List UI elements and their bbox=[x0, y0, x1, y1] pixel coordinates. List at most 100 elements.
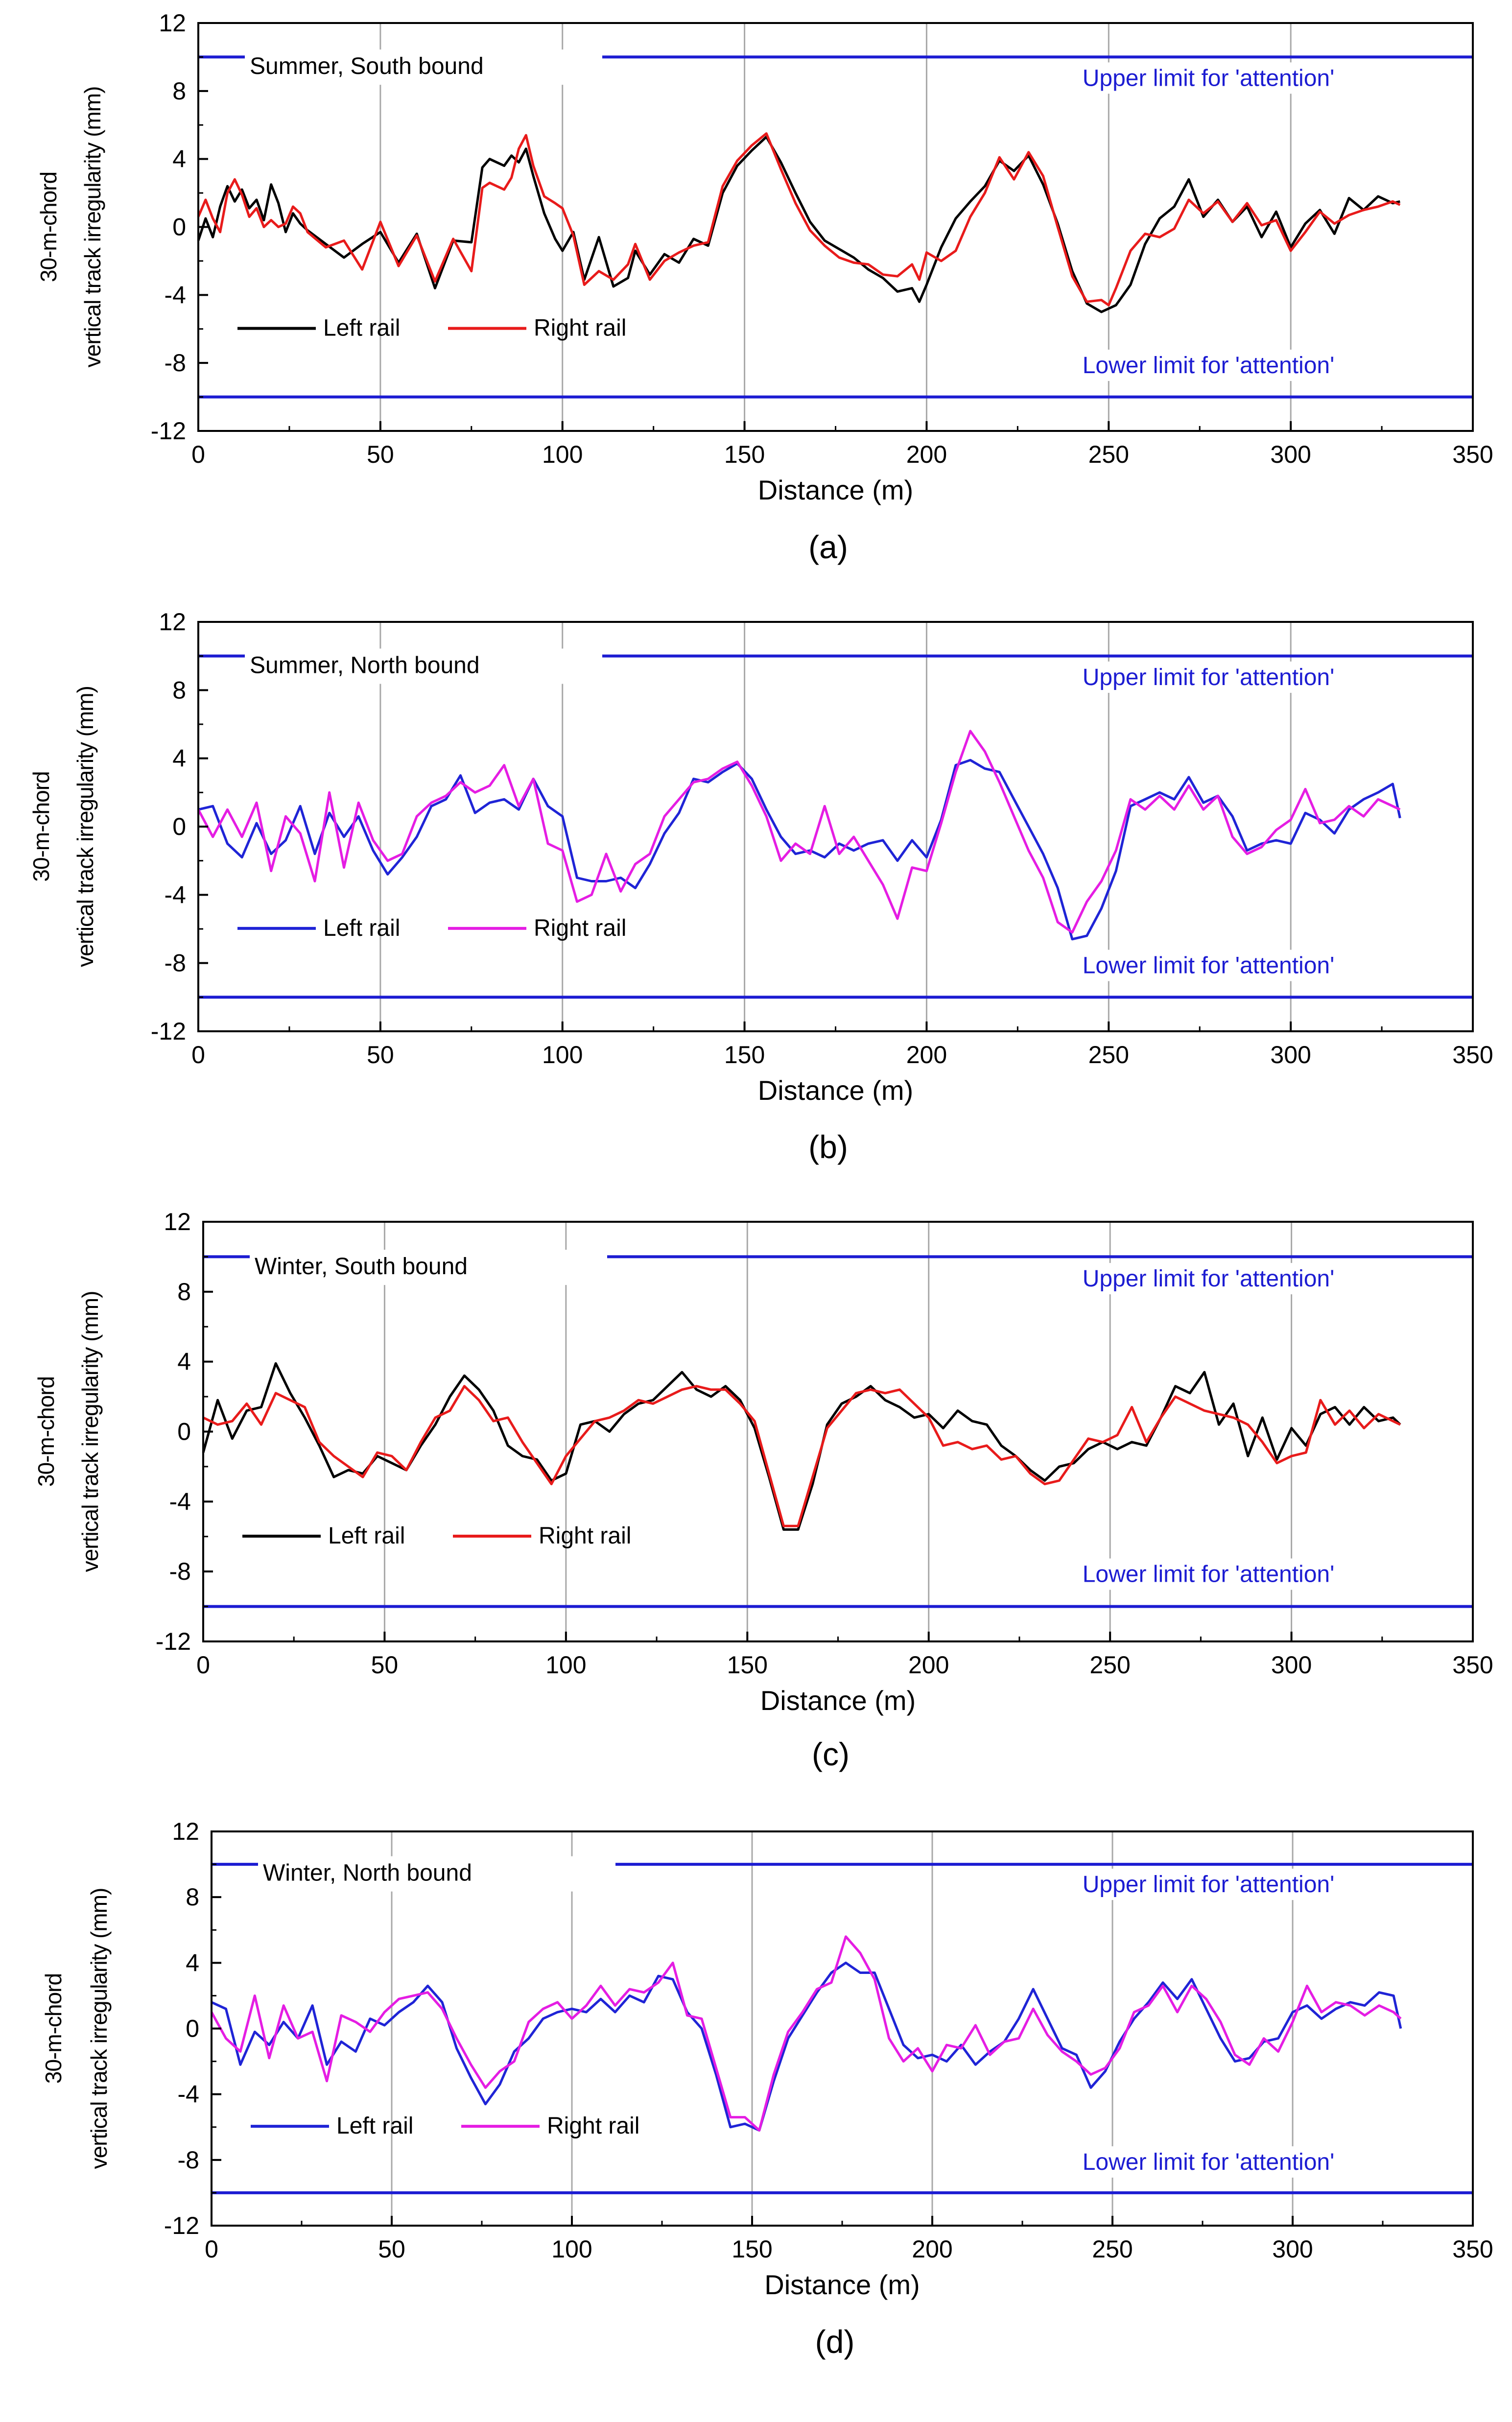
chart-panel-4: 0 50 100 150 200 250 300 350 12 8 4 0 -4 -8 -12 Distanc… bbox=[41, 1818, 1493, 2360]
y-tick-label: -4 bbox=[165, 281, 186, 309]
x-tick-label: 100 bbox=[545, 1651, 586, 1679]
x-tick-label: 150 bbox=[727, 1651, 768, 1679]
y-tick-label: -4 bbox=[169, 1488, 191, 1515]
annotation-box bbox=[258, 1856, 615, 1892]
series-line-left-rail bbox=[197, 136, 1400, 313]
y-axis-label-line2: vertical track irregularity (mm) bbox=[72, 686, 98, 967]
panel-caption: (d) bbox=[815, 2324, 855, 2360]
chart-panel-3: 0 50 100 150 200 250 300 350 12 8 4 0 -4 -8 -12 Distanc… bbox=[33, 1208, 1493, 1772]
x-tick-label: 100 bbox=[542, 441, 583, 468]
x-tick-label: 150 bbox=[724, 1041, 765, 1069]
panel-caption: (b) bbox=[808, 1129, 848, 1165]
legend: Left rail Right rail bbox=[251, 2113, 639, 2139]
y-tick-label: -4 bbox=[178, 2081, 199, 2108]
x-tick-label: 200 bbox=[912, 2235, 952, 2263]
x-tick-label: 350 bbox=[1452, 1651, 1493, 1679]
x-tick-label: 200 bbox=[906, 1041, 947, 1069]
y-tick-label: -12 bbox=[164, 2212, 199, 2239]
legend-label: Left rail bbox=[323, 915, 400, 941]
y-tick-label: -12 bbox=[151, 417, 186, 445]
upper-limit-label-bg bbox=[1052, 661, 1365, 693]
y-tick-label: -8 bbox=[165, 950, 186, 977]
condition-annotation: Summer, North bound bbox=[250, 653, 480, 679]
upper-limit-label: Upper limit for 'attention' bbox=[1083, 1266, 1335, 1292]
y-tick-label: 0 bbox=[172, 813, 186, 840]
legend-label: Right rail bbox=[539, 1523, 631, 1549]
series-line-right-rail bbox=[210, 1935, 1402, 2132]
legend-label: Right rail bbox=[547, 2113, 639, 2139]
panel-caption: (c) bbox=[812, 1736, 850, 1772]
y-tick-label: -4 bbox=[165, 881, 186, 908]
y-axis-label-line1: 30-m-chord bbox=[36, 172, 61, 282]
y-tick-label: 0 bbox=[172, 214, 186, 241]
lower-limit-label-bg bbox=[1052, 1558, 1365, 1590]
lower-limit-label: Lower limit for 'attention' bbox=[1083, 1562, 1335, 1588]
x-tick-label: 100 bbox=[551, 2235, 592, 2263]
lower-limit-label-bg bbox=[1052, 349, 1365, 381]
y-tick-label: 8 bbox=[172, 77, 186, 105]
upper-limit-label: Upper limit for 'attention' bbox=[1083, 65, 1335, 91]
annotation-box bbox=[245, 49, 602, 85]
y-tick-label: -12 bbox=[151, 1018, 186, 1045]
y-axis-label-line1: 30-m-chord bbox=[33, 1377, 59, 1487]
y-tick-label: 4 bbox=[177, 1348, 191, 1376]
lower-limit-label-bg bbox=[1052, 950, 1365, 981]
x-tick-label: 100 bbox=[542, 1041, 583, 1069]
x-tick-label: 200 bbox=[908, 1651, 949, 1679]
x-tick-label: 150 bbox=[724, 441, 765, 468]
legend-label: Left rail bbox=[328, 1523, 405, 1549]
y-axis-label-line2: vertical track irregularity (mm) bbox=[77, 1291, 103, 1572]
y-tick-label: 4 bbox=[172, 745, 186, 772]
annotation-box bbox=[250, 1250, 607, 1285]
x-tick-label: 0 bbox=[196, 1651, 210, 1679]
y-tick-label: 8 bbox=[186, 1883, 199, 1911]
condition-annotation: Winter, South bound bbox=[255, 1254, 468, 1280]
panel-caption: (a) bbox=[808, 529, 848, 565]
legend: Left rail Right rail bbox=[237, 915, 626, 941]
y-axis-label-line2: vertical track irregularity (mm) bbox=[80, 87, 105, 368]
x-tick-label: 200 bbox=[906, 441, 947, 468]
legend-label: Left rail bbox=[323, 315, 400, 341]
x-tick-label: 50 bbox=[367, 1041, 394, 1069]
x-tick-label: 350 bbox=[1452, 441, 1493, 468]
y-axis-label-line2: vertical track irregularity (mm) bbox=[86, 1888, 112, 2169]
x-tick-label: 50 bbox=[371, 1651, 399, 1679]
x-tick-label: 50 bbox=[367, 441, 394, 468]
lower-limit-label: Lower limit for 'attention' bbox=[1083, 953, 1335, 979]
y-tick-label: -8 bbox=[169, 1558, 191, 1585]
upper-limit-label: Upper limit for 'attention' bbox=[1083, 665, 1335, 690]
series-line-right-rail bbox=[197, 132, 1401, 307]
y-tick-label: -8 bbox=[178, 2146, 199, 2174]
y-tick-label: -12 bbox=[156, 1628, 191, 1655]
series-line-left-rail bbox=[202, 1362, 1401, 1531]
y-tick-label: 0 bbox=[186, 2015, 199, 2042]
chart-panel-1: 0 50 100 150 200 250 300 350 12 8 4 0 -4 -8 -12 Distanc… bbox=[36, 9, 1493, 565]
y-tick-label: 12 bbox=[159, 608, 186, 636]
condition-annotation: Summer, South bound bbox=[250, 53, 484, 79]
lower-limit-label: Lower limit for 'attention' bbox=[1083, 2149, 1335, 2175]
upper-limit-label-bg bbox=[1052, 1869, 1365, 1900]
x-tick-label: 300 bbox=[1272, 2235, 1313, 2263]
x-tick-label: 50 bbox=[378, 2235, 405, 2263]
y-tick-label: 12 bbox=[159, 9, 186, 37]
x-tick-label: 250 bbox=[1088, 441, 1129, 468]
x-tick-label: 350 bbox=[1452, 1041, 1493, 1069]
x-tick-label: 250 bbox=[1089, 1651, 1130, 1679]
legend-label: Right rail bbox=[534, 915, 626, 941]
y-tick-label: 8 bbox=[177, 1278, 191, 1306]
lower-limit-label: Lower limit for 'attention' bbox=[1083, 353, 1335, 379]
x-axis-label: Distance (m) bbox=[760, 1685, 916, 1716]
y-axis-label-line1: 30-m-chord bbox=[41, 1973, 66, 2084]
x-tick-label: 0 bbox=[191, 1041, 205, 1069]
x-tick-label: 0 bbox=[205, 2235, 218, 2263]
lower-limit-label-bg bbox=[1052, 2146, 1365, 2178]
y-axis-label-line1: 30-m-chord bbox=[28, 771, 54, 881]
y-tick-label: 0 bbox=[177, 1418, 191, 1446]
x-tick-label: 250 bbox=[1088, 1041, 1129, 1069]
x-tick-label: 250 bbox=[1092, 2235, 1133, 2263]
condition-annotation: Winter, North bound bbox=[263, 1860, 472, 1886]
x-tick-label: 0 bbox=[191, 441, 205, 468]
y-tick-label: 12 bbox=[172, 1818, 199, 1845]
